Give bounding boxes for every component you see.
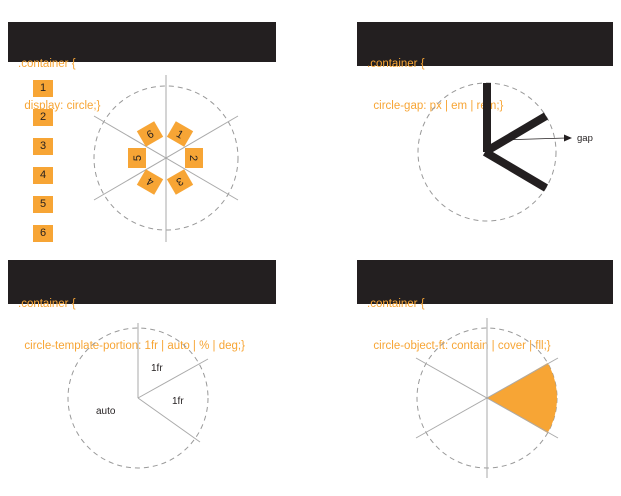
code-line: .container { bbox=[367, 298, 425, 310]
filled-sector bbox=[487, 363, 557, 433]
circle-item: 6 bbox=[136, 121, 164, 147]
gap-arrow-line bbox=[499, 137, 567, 141]
stack-item: 1 bbox=[33, 80, 53, 97]
circle-layout-diagram: 6 1 2 3 4 5 bbox=[93, 75, 239, 242]
code-panel-object-fit: .container { circle-object-ft: contain |… bbox=[357, 260, 613, 352]
circle-item-label: 6 bbox=[145, 128, 156, 141]
code-line: circle-template-portion: 1fr | auto | % … bbox=[18, 340, 245, 352]
divider-line bbox=[137, 358, 209, 399]
circle-item: 1 bbox=[166, 121, 194, 147]
code-line: .container { bbox=[367, 58, 425, 70]
circle-item: 2 bbox=[185, 148, 203, 168]
portion-label: auto bbox=[96, 406, 116, 417]
circle-gap-diagram: gap bbox=[417, 82, 593, 222]
circle-item: 3 bbox=[166, 169, 194, 195]
portion-label: 1fr bbox=[172, 396, 184, 407]
circle-item-label: 1 bbox=[174, 128, 185, 141]
gap-bar bbox=[482, 148, 549, 192]
object-fit-diagram bbox=[415, 318, 559, 478]
item-stack: 1 2 3 4 5 6 bbox=[33, 80, 53, 254]
divider-line bbox=[93, 115, 239, 201]
stack-item: 2 bbox=[33, 109, 53, 126]
code-line: circle-object-ft: contain | cover | fll;… bbox=[367, 340, 551, 352]
code-panel-circle-gap: .container { circle-gap: px | em | rem;} bbox=[357, 22, 613, 112]
circle-item-label: 4 bbox=[145, 174, 156, 187]
template-portion-diagram: 1fr 1fr auto bbox=[67, 323, 209, 469]
stack-item: 3 bbox=[33, 138, 53, 155]
code-line: .container { bbox=[18, 298, 76, 310]
code-panel-display: .container { display: circle;} bbox=[8, 22, 276, 112]
divider-line bbox=[415, 357, 559, 439]
stack-item: 5 bbox=[33, 196, 53, 213]
portion-label: 1fr bbox=[151, 363, 163, 374]
gap-bar bbox=[482, 112, 549, 156]
gap-label: gap bbox=[577, 133, 593, 144]
stack-item: 6 bbox=[33, 225, 53, 242]
circle-item: 5 bbox=[128, 148, 146, 168]
code-panel-template-portion: .container { circle-template-portion: 1f… bbox=[8, 260, 276, 352]
stack-item: 4 bbox=[33, 167, 53, 184]
dashed-circle bbox=[67, 327, 209, 469]
circle-item-label: 5 bbox=[132, 155, 144, 161]
gap-arrow-head bbox=[564, 134, 572, 142]
code-line: .container { bbox=[18, 58, 76, 70]
circle-item-label: 3 bbox=[174, 174, 185, 187]
divider-line bbox=[137, 397, 201, 443]
circle-item: 4 bbox=[136, 169, 164, 195]
circle-item-label: 2 bbox=[187, 155, 199, 161]
